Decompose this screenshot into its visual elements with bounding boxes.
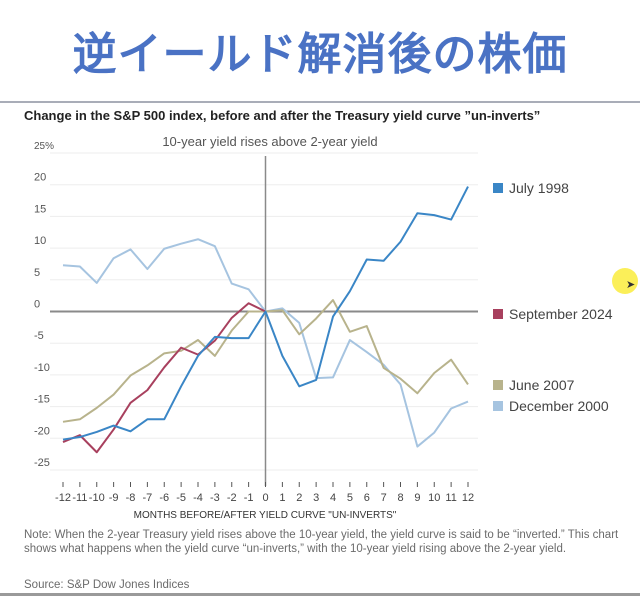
legend-label: July 1998 bbox=[509, 180, 569, 196]
x-tick-label: 10 bbox=[428, 492, 440, 504]
banner: 逆イールド解消後の株価 bbox=[0, 0, 640, 100]
x-tick-label: -8 bbox=[126, 492, 136, 504]
x-tick-label: 3 bbox=[313, 492, 319, 504]
x-tick-label: 0 bbox=[262, 492, 268, 504]
legend-item: September 2024 bbox=[493, 306, 613, 322]
x-tick-label: 4 bbox=[330, 492, 336, 504]
x-tick-label: -7 bbox=[142, 492, 152, 504]
y-tick-label: -20 bbox=[34, 425, 50, 437]
legend-item: July 1998 bbox=[493, 180, 569, 196]
legend-swatch bbox=[493, 183, 503, 193]
x-tick-label: 5 bbox=[347, 492, 353, 504]
chart-source: Source: S&P Dow Jones Indices bbox=[24, 579, 190, 591]
x-tick-label: 1 bbox=[279, 492, 285, 504]
series-lines bbox=[62, 186, 469, 454]
y-tick-label: -10 bbox=[34, 362, 50, 374]
legend-swatch bbox=[493, 380, 503, 390]
y-tick-label: -5 bbox=[34, 330, 44, 342]
y-tick-label: 10 bbox=[34, 235, 46, 247]
x-tick-label: 9 bbox=[414, 492, 420, 504]
x-tick-label: -3 bbox=[210, 492, 220, 504]
x-tick-label: 11 bbox=[445, 492, 456, 504]
chart-title: Change in the S&P 500 index, before and … bbox=[24, 108, 541, 123]
legend-label: December 2000 bbox=[509, 398, 609, 414]
series-line-september-2024 bbox=[62, 302, 266, 454]
cursor-highlight bbox=[612, 268, 638, 294]
x-axis-label: MONTHS BEFORE/AFTER YIELD CURVE "UN-INVE… bbox=[134, 510, 397, 521]
y-tick-label: 25% bbox=[34, 141, 54, 152]
y-tick-label: 20 bbox=[34, 172, 46, 184]
bottom-border bbox=[0, 593, 640, 596]
legend-swatch bbox=[493, 401, 503, 411]
x-tick-label: -5 bbox=[176, 492, 186, 504]
x-tick-label: -2 bbox=[227, 492, 237, 504]
y-tick-label: 15 bbox=[34, 203, 46, 215]
x-tick-label: 2 bbox=[296, 492, 302, 504]
x-tick-label: -6 bbox=[159, 492, 169, 504]
legend-item: June 2007 bbox=[493, 377, 574, 393]
x-tick-label: 12 bbox=[462, 492, 474, 504]
x-tick-label: -9 bbox=[109, 492, 119, 504]
chart-note: Note: When the 2-year Treasury yield ris… bbox=[24, 529, 619, 555]
grid bbox=[50, 152, 478, 486]
divider bbox=[0, 101, 640, 103]
series-line-july-1998 bbox=[62, 186, 469, 441]
chart-subtitle: 10-year yield rises above 2-year yield bbox=[162, 134, 378, 149]
y-tick-label: -15 bbox=[34, 394, 50, 406]
x-axis: -12 -11 -10 -9 -8 -7 -6 -5 -4 -3 -2 -1 0 1 2 3 4 5 6 7 8 9 10 1… bbox=[55, 482, 474, 504]
legend-label: June 2007 bbox=[509, 377, 575, 393]
x-tick-label: -12 bbox=[55, 492, 71, 504]
legend-swatch bbox=[493, 309, 503, 319]
x-tick-label: 8 bbox=[397, 492, 403, 504]
x-tick-label: -1 bbox=[244, 492, 254, 504]
x-tick-label: -10 bbox=[89, 492, 105, 504]
x-tick-label: -11 bbox=[72, 492, 87, 504]
y-tick-label: 5 bbox=[34, 267, 40, 279]
y-tick-label: -25 bbox=[34, 457, 50, 469]
banner-title: 逆イールド解消後の株価 bbox=[72, 29, 568, 80]
x-tick-label: 6 bbox=[364, 492, 370, 504]
y-tick-label: 0 bbox=[34, 299, 40, 311]
y-axis: 25% 20 15 10 5 0 -5 -10 -15 -20 -25 bbox=[34, 141, 54, 469]
legend-label: September 2024 bbox=[509, 306, 613, 322]
x-tick-label: 7 bbox=[381, 492, 387, 504]
mouse-pointer-icon: ➤ bbox=[626, 278, 636, 291]
x-tick-label: -4 bbox=[193, 492, 203, 504]
legend-item: December 2000 bbox=[493, 398, 609, 414]
